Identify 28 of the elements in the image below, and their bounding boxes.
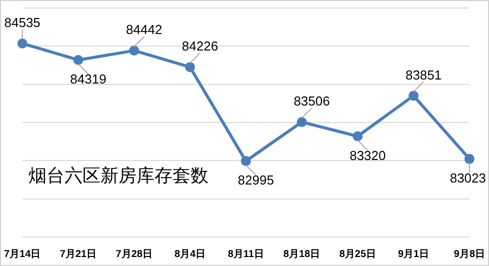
x-tick-label: 9月8日	[454, 248, 485, 260]
point	[129, 46, 140, 56]
x-tick-label: 8月18日	[283, 248, 320, 260]
x-tick-label: 8月25日	[339, 248, 376, 260]
data-label: 84226	[182, 38, 218, 54]
x-tick-label: 8月11日	[228, 248, 264, 260]
data-label: 83320	[350, 148, 386, 163]
point	[240, 156, 251, 166]
x-tick-label: 7月14日	[4, 248, 41, 260]
point	[73, 54, 84, 65]
point	[464, 154, 474, 164]
x-tick-label: 7月21日	[60, 248, 97, 260]
data-label: 83023	[450, 170, 486, 186]
point	[408, 90, 419, 101]
annotation: 烟台六区新房库存套数	[28, 166, 208, 187]
data-label: 83506	[294, 94, 330, 109]
data-label: 84535	[4, 15, 40, 30]
x-tick-label: 9月1日	[398, 248, 430, 260]
point	[185, 62, 196, 72]
data-label: 84319	[70, 72, 106, 87]
x-tick-label: 8月4日	[174, 248, 206, 260]
data-label: 83851	[405, 67, 442, 82]
point	[352, 131, 363, 142]
point	[17, 38, 28, 48]
data-label: 82995	[238, 172, 274, 188]
data-label: 84442	[126, 22, 162, 38]
point	[296, 117, 307, 128]
x-tick-label: 7月28日	[116, 248, 152, 260]
